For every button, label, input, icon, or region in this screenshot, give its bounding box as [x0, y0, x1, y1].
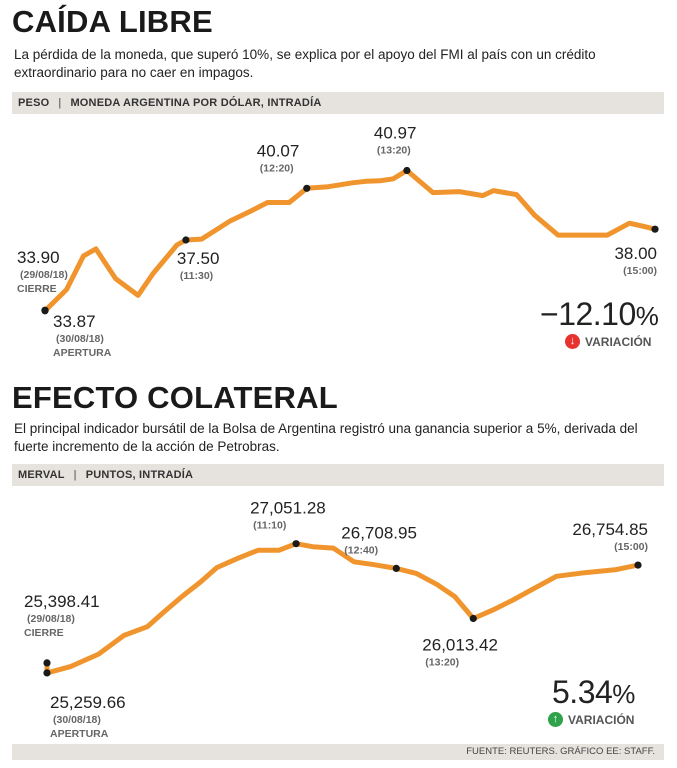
merval-line-chart: 25,398.41 (29/08/18) CIERRE 25,259.66 (30/08…: [24, 499, 648, 740]
data-label-value: 25,259.66: [50, 693, 126, 712]
data-label: 33.87 (30/08/18) APERTURA: [53, 312, 112, 359]
data-label-value: 37.50: [177, 249, 220, 268]
data-label: 40.07 (12:20): [257, 141, 300, 174]
data-label: 26,708.95 (12:40): [341, 523, 417, 556]
data-label-note: (11:10): [253, 520, 286, 532]
data-label-value: 33.90: [17, 248, 60, 267]
data-point: [651, 225, 659, 233]
section2-bar-label: MERVAL: [18, 469, 65, 481]
data-label-note: (12:20): [260, 162, 294, 174]
data-label-note: (13:20): [425, 657, 459, 669]
data-label-note: (13:20): [377, 145, 411, 157]
data-point: [469, 614, 477, 623]
section1-description: La pérdida de la moneda, que superó 10%,…: [14, 47, 596, 80]
section2-variation-value: 5.34%: [552, 674, 635, 710]
data-label-note2: APERTURA: [53, 347, 112, 359]
data-label: 25,398.41 (29/08/18) CIERRE: [24, 592, 100, 639]
section2-description: El principal indicador bursátil de la Bo…: [14, 421, 638, 454]
data-label-note: (15:00): [614, 541, 648, 553]
data-label: 26,013.42 (13:20): [422, 636, 498, 669]
up-arrow-icon: ↑: [548, 712, 563, 727]
data-label: 25,259.66 (30/08/18) APERTURA: [50, 693, 126, 740]
data-label-value: 40.97: [374, 124, 417, 143]
data-label-note: (11:30): [180, 270, 213, 282]
data-label-value: 27,051.28: [250, 499, 326, 518]
data-point: [392, 564, 400, 572]
data-point: [403, 166, 411, 175]
section1-bar-sublabel: MONEDA ARGENTINA POR DÓLAR, INTRADÍA: [70, 97, 322, 109]
section2-variation-label: VARIACIÓN: [568, 712, 635, 727]
data-label-value: 25,398.41: [24, 592, 100, 611]
data-label: 37.50 (11:30): [177, 249, 220, 282]
data-label: 40.97 (13:20): [374, 124, 417, 157]
section1-variation-label: VARIACIÓN: [585, 334, 652, 349]
source-note: FUENTE: REUTERS. GRÁFICO EE: STAFF.: [466, 746, 655, 757]
data-label-note: (29/08/18): [20, 269, 68, 281]
data-label-note: (12:40): [344, 544, 378, 556]
data-label-note2: CIERRE: [24, 627, 64, 639]
data-label-value: 26,708.95: [341, 523, 417, 542]
data-point: [292, 540, 300, 548]
data-label-note: (30/08/18): [56, 333, 104, 345]
data-point: [43, 669, 51, 677]
section2-title: EFECTO COLATERAL: [12, 380, 338, 415]
data-label-value: 40.07: [257, 141, 300, 160]
data-label-value: 33.87: [53, 312, 96, 331]
series-line: [44, 541, 641, 676]
data-label-value: 26,754.85: [572, 520, 648, 539]
source-bar: [12, 744, 664, 760]
data-label-note2: APERTURA: [50, 728, 109, 740]
section1-variation-value: −12.10%: [540, 296, 659, 332]
series-line: [42, 168, 658, 314]
peso-line-chart: 33.90 (29/08/18) CIERRE 33.87 (30/08/18) APER…: [17, 124, 659, 359]
data-point: [303, 184, 311, 192]
data-label: 33.90 (29/08/18) CIERRE: [17, 248, 68, 295]
data-label-note: (15:00): [623, 265, 657, 277]
data-point: [43, 659, 51, 667]
section1-bar-label: PESO: [18, 97, 50, 109]
data-label-value: 38.00: [614, 244, 657, 263]
section2-bar-sublabel: PUNTOS, INTRADÍA: [85, 469, 194, 481]
data-point: [182, 236, 190, 244]
data-label: 26,754.85 (15:00): [572, 520, 648, 553]
section1-header-bar: PESO | MONEDA ARGENTINA POR DÓLAR, INTRADÍ…: [12, 92, 664, 114]
data-label-value: 26,013.42: [422, 636, 498, 655]
data-point: [41, 307, 49, 315]
down-arrow-icon: ↓: [565, 334, 580, 349]
data-point: [634, 561, 642, 569]
section1-variation: ↓ VARIACIÓN: [565, 334, 651, 349]
section1-title: CAÍDA LIBRE: [12, 4, 213, 39]
data-label: 38.00 (15:00): [614, 244, 657, 277]
section2-header-bar: MERVAL | PUNTOS, INTRADÍA: [12, 464, 664, 486]
data-label-note2: CIERRE: [17, 283, 57, 295]
section2-variation: ↑ VARIACIÓN: [548, 712, 634, 727]
data-label-note: (30/08/18): [53, 714, 101, 726]
data-label-note: (29/08/18): [27, 613, 75, 625]
data-label: 27,051.28 (11:10): [250, 499, 326, 532]
